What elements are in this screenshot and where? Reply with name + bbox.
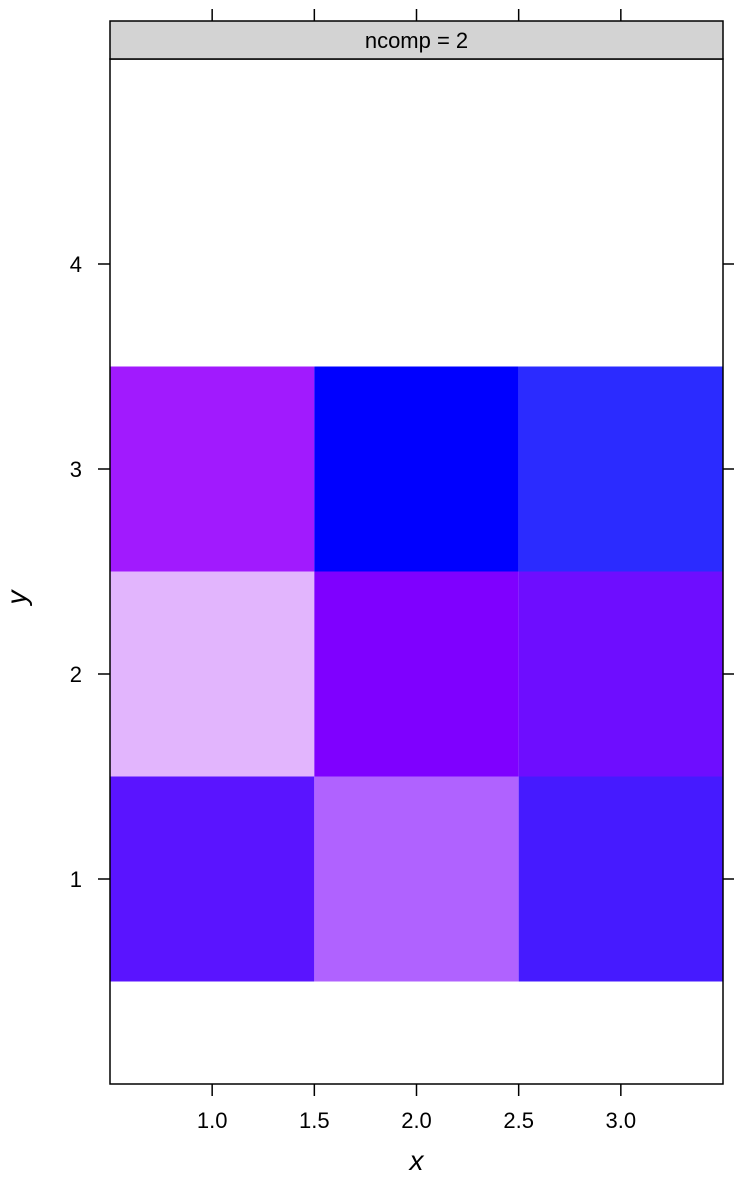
heatmap-cell	[110, 366, 315, 572]
x-tick-label: 1.0	[197, 1108, 228, 1133]
y-tick-label: 2	[70, 662, 82, 687]
y-tick-label: 3	[70, 457, 82, 482]
x-tick-label: 1.5	[299, 1108, 330, 1133]
axis-tick-labels: 1.0 1.5 2.0 2.5 3.0 1 2 3 4	[70, 252, 636, 1133]
heatmap-cell	[518, 776, 723, 982]
heatmap-cell	[110, 776, 315, 982]
x-axis-label: x	[408, 1145, 425, 1176]
y-tick-label: 4	[70, 252, 82, 277]
panel-strip-label: ncomp = 2	[365, 28, 468, 53]
heatmap-cell	[110, 571, 315, 777]
heatmap-cell	[314, 776, 519, 982]
heatmap-cell	[518, 366, 723, 572]
y-axis-label: y	[1, 589, 32, 607]
heatmap-cells	[110, 366, 723, 982]
axis-ticks	[98, 9, 734, 1096]
x-tick-label: 3.0	[606, 1108, 637, 1133]
y-tick-label: 1	[70, 867, 82, 892]
heatmap-cell	[314, 366, 519, 572]
x-tick-label: 2.0	[401, 1108, 432, 1133]
heatmap-cell	[314, 571, 519, 777]
x-tick-label: 2.5	[503, 1108, 534, 1133]
heatmap-cell	[518, 571, 723, 777]
